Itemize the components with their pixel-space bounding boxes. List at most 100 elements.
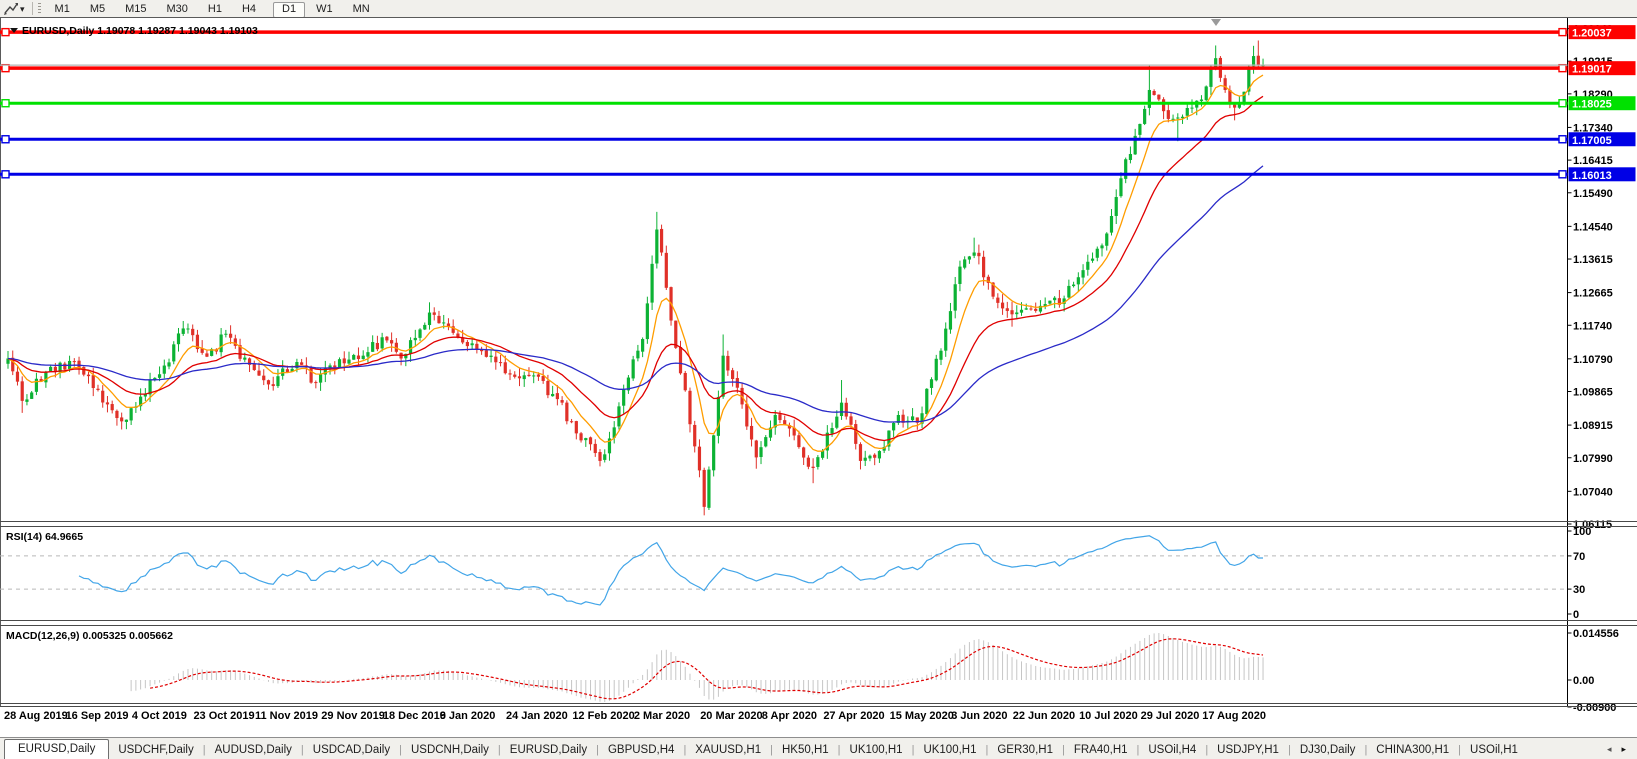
- chart-menu-triangle-icon[interactable]: [10, 28, 18, 33]
- chart-tab-0-EURUSDDaily[interactable]: EURUSD,Daily: [4, 739, 110, 759]
- chart-tab-4-USDCNHDaily[interactable]: USDCNH,Daily: [410, 744, 489, 756]
- tab-separator: |: [770, 744, 773, 756]
- line-handle[interactable]: [1558, 170, 1567, 179]
- macd-axis-label: 0.014556: [1573, 628, 1619, 640]
- chart-tab-11-GER30H1[interactable]: GER30,H1: [997, 744, 1053, 756]
- chart-tab-8-HK50H1[interactable]: HK50,H1: [781, 744, 829, 756]
- timeframe-button-M30[interactable]: M30: [166, 3, 188, 15]
- timeframe-button-MN[interactable]: MN: [352, 3, 370, 15]
- date-tick: 10 Jul 2020: [1079, 710, 1138, 722]
- line-handle[interactable]: [1, 170, 10, 179]
- line-handle[interactable]: [1558, 135, 1567, 144]
- timeframe-button-H4[interactable]: H4: [241, 3, 257, 15]
- chart-tab-6-GBPUSDH4[interactable]: GBPUSD,H4: [607, 744, 675, 756]
- timeframe-button-M15[interactable]: M15: [125, 3, 147, 15]
- toolbar-grip[interactable]: [37, 2, 41, 15]
- chevron-down-icon[interactable]: ▾: [20, 3, 25, 14]
- chart-tab-14-USDJPYH1[interactable]: USDJPY,H1: [1217, 744, 1279, 756]
- main-chart-panel: [6, 40, 1265, 516]
- chart-tab-7-XAUUSDH1[interactable]: XAUUSD,H1: [695, 744, 762, 756]
- date-tick: 6 Jan 2020: [440, 710, 496, 722]
- chart-tab-10-UK100H1[interactable]: UK100,H1: [923, 744, 977, 756]
- line-handle[interactable]: [1558, 27, 1567, 37]
- chart-tab-13-USOilH4[interactable]: USOil,H4: [1148, 744, 1197, 756]
- rsi-axis-label: 100: [1573, 526, 1591, 538]
- line-handle[interactable]: [1, 99, 10, 108]
- chart-tab-17-USOilH1[interactable]: USOil,H1: [1470, 744, 1518, 756]
- rsi-line: [78, 535, 1263, 606]
- timeframe-button-M5[interactable]: M5: [89, 3, 106, 15]
- chart-tabs: EURUSD,Daily USDCHF,Daily | AUDUSD,Daily | US…: [0, 739, 1527, 759]
- line-handle[interactable]: [1, 27, 10, 37]
- line-handle[interactable]: [1558, 99, 1567, 108]
- tab-separator: |: [985, 744, 989, 756]
- price-line-badge-label: 1.16013: [1572, 170, 1612, 182]
- tab-separator: |: [1136, 744, 1140, 756]
- tab-separator: |: [596, 744, 599, 756]
- horizontal-line-1.16013[interactable]: 1.16013: [0, 167, 1636, 182]
- date-tick: 22 Jun 2020: [1013, 710, 1075, 722]
- tab-separator: |: [497, 744, 501, 756]
- tab-separator: |: [300, 744, 304, 756]
- chart-tab-5-EURUSDDaily[interactable]: EURUSD,Daily: [509, 744, 588, 756]
- timeframe-button-W1[interactable]: W1: [316, 3, 333, 15]
- line-handle[interactable]: [1, 135, 10, 144]
- tab-separator: |: [1287, 744, 1291, 756]
- macd-panel: 0.014556 0.00 -0.00900 MACD(12,26,9) 0.0053…: [6, 628, 1619, 714]
- price-line-badge: [1568, 61, 1636, 76]
- date-tick: 17 Aug 2020: [1202, 710, 1266, 722]
- timeframe-button-M1[interactable]: M1: [54, 3, 70, 15]
- price-tick: 1.11740: [1573, 320, 1612, 332]
- price-line-badge: [1568, 132, 1636, 147]
- chart-tab-9-UK100H1[interactable]: UK100,H1: [849, 744, 903, 756]
- horizontal-line-1.18025[interactable]: 1.18025: [0, 96, 1636, 111]
- date-tick: 20 Mar 2020: [700, 710, 762, 722]
- chart-tab-16-CHINA300H1[interactable]: CHINA300,H1: [1376, 744, 1450, 756]
- tab-scroll-arrows: ◂ ▸: [1602, 738, 1637, 759]
- date-tick: 15 May 2020: [890, 710, 954, 722]
- price-line-badge: [1568, 96, 1636, 111]
- chart-tab-12-FRA40H1[interactable]: FRA40,H1: [1073, 744, 1128, 756]
- tab-separator: |: [1205, 744, 1209, 756]
- ma-slow-line: [7, 165, 1264, 423]
- price-tick: 1.09865: [1573, 387, 1613, 399]
- price-line-badge: [1568, 167, 1636, 182]
- macd-label: MACD(12,26,9) 0.005325 0.005662: [6, 630, 173, 642]
- timeframe-toolbar: ▾ M1 M5 M15 M30 H1 H4 D1 W1 MN: [0, 0, 1637, 18]
- horizontal-line-1.17005[interactable]: 1.17005: [0, 132, 1636, 147]
- macd-axis-label: -0.00900: [1573, 702, 1616, 714]
- date-tick: 11 Nov 2019: [255, 710, 318, 722]
- tab-separator: |: [202, 744, 206, 756]
- price-chart: 1.201401.192151.182901.173401.164151.154…: [0, 17, 1637, 737]
- date-tick: 3 Jun 2020: [951, 710, 1007, 722]
- price-tick: 1.17340: [1573, 122, 1613, 134]
- date-tick: 29 Nov 2019: [321, 710, 385, 722]
- tab-separator: |: [911, 744, 915, 756]
- timeframe-button-H1[interactable]: H1: [207, 3, 222, 15]
- chart-cursor-icon[interactable]: [3, 2, 19, 16]
- horizontal-line-1.19017[interactable]: 1.19017: [0, 61, 1636, 76]
- date-tick: 8 Apr 2020: [762, 710, 817, 722]
- tab-scroll-left-icon[interactable]: ◂: [1606, 743, 1612, 754]
- horizontal-line-1.20037[interactable]: 1.20037: [0, 25, 1636, 40]
- chart-tab-2-AUDUSDDaily[interactable]: AUDUSD,Daily: [214, 744, 292, 756]
- toolbar-separator: [31, 2, 33, 15]
- chart-tab-15-DJ30Daily[interactable]: DJ30,Daily: [1299, 744, 1356, 756]
- ma-fast-line: [7, 74, 1264, 452]
- chart-tabs-bar: EURUSD,Daily USDCHF,Daily | AUDUSD,Daily | US…: [0, 737, 1637, 759]
- date-tick: 18 Dec 2019: [383, 710, 446, 722]
- price-line-badge-label: 1.19017: [1572, 64, 1612, 76]
- price-line-badge: [1568, 25, 1636, 40]
- ma-mid-line: [7, 95, 1264, 442]
- price-tick: 1.13615: [1573, 254, 1613, 266]
- date-tick: 27 Apr 2020: [823, 710, 884, 722]
- chart-tab-3-USDCADDaily[interactable]: USDCAD,Daily: [312, 744, 391, 756]
- price-tick: 1.07040: [1573, 486, 1613, 498]
- macd-signal-line: [149, 638, 1264, 700]
- timeframe-button-D1[interactable]: D1: [273, 2, 306, 18]
- tab-scroll-right-icon[interactable]: ▸: [1621, 743, 1626, 754]
- chart-tab-1-USDCHFDaily[interactable]: USDCHF,Daily: [118, 744, 194, 756]
- chart-shift-marker[interactable]: [1211, 19, 1221, 26]
- price-line-badge-label: 1.17005: [1572, 135, 1612, 147]
